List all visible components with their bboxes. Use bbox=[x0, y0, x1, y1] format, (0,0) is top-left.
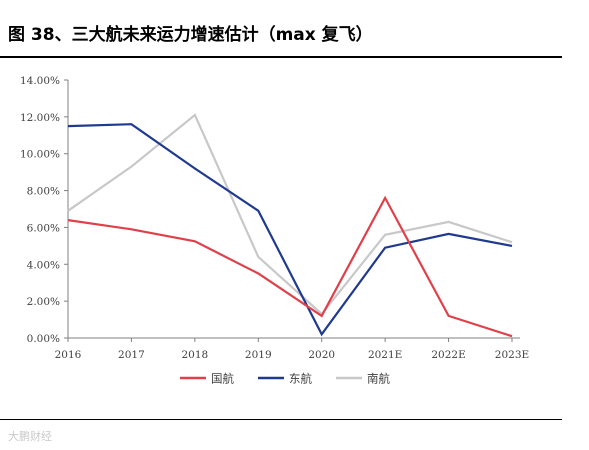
y-tick-label: 0.00% bbox=[27, 333, 60, 345]
series-line-0 bbox=[67, 195, 513, 338]
x-tick-label: 2021E bbox=[368, 349, 402, 361]
source-watermark: 大鹏财经 bbox=[8, 430, 52, 443]
legend-label: 东航 bbox=[289, 372, 312, 386]
x-axis: 2016 2017 2018 2019 2020 2021E 2022E 2023E bbox=[55, 337, 529, 361]
legend: 国航 东航 南航 bbox=[180, 372, 390, 386]
legend-label: 南航 bbox=[367, 372, 390, 386]
x-tick-label: 2020 bbox=[308, 349, 335, 361]
title-rule bbox=[0, 56, 562, 58]
x-tick-label: 2022E bbox=[431, 349, 465, 361]
x-tick-label: 2016 bbox=[55, 349, 82, 361]
y-tick-label: 12.00% bbox=[20, 112, 60, 124]
series-line-2 bbox=[67, 113, 513, 316]
line-chart: 0.00% 2.00% 4.00% 6.00% 8.00% 10.00% 12.00% 14.… bbox=[20, 75, 529, 386]
bottom-rule bbox=[0, 419, 562, 420]
y-tick-label: 14.00% bbox=[20, 75, 60, 87]
y-tick-label: 8.00% bbox=[27, 186, 60, 198]
y-axis: 0.00% 2.00% 4.00% 6.00% 8.00% 10.00% 12.00% 14.… bbox=[20, 75, 69, 345]
series-line-1 bbox=[67, 123, 513, 337]
y-tick-label: 10.00% bbox=[20, 149, 60, 161]
y-tick-label: 2.00% bbox=[27, 296, 60, 308]
series-layer bbox=[67, 113, 513, 338]
x-tick-label: 2019 bbox=[245, 349, 272, 361]
x-tick-label: 2023E bbox=[495, 349, 529, 361]
y-tick-label: 4.00% bbox=[27, 259, 60, 271]
y-tick-label: 6.00% bbox=[27, 222, 60, 234]
legend-label: 国航 bbox=[211, 372, 234, 386]
x-tick-label: 2018 bbox=[181, 349, 208, 361]
x-tick-label: 2017 bbox=[118, 349, 145, 361]
figure-title: 图 38、三大航未来运力增速估计（max 复飞） bbox=[8, 25, 373, 45]
